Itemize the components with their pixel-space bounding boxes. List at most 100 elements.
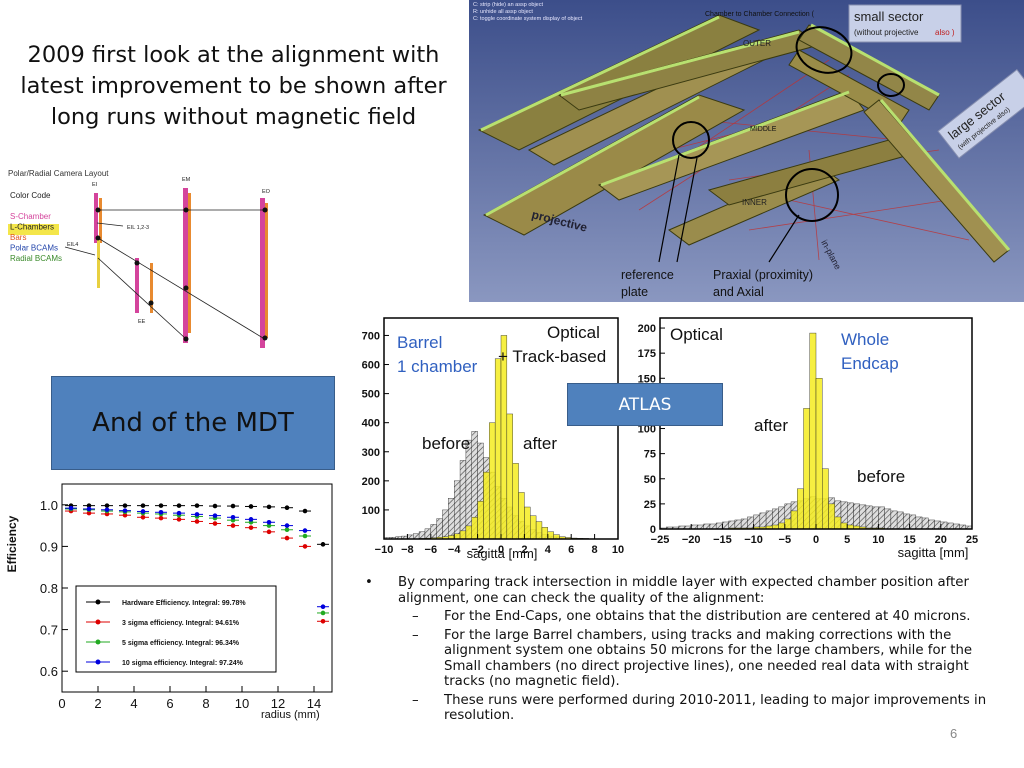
endcap-ytick-label: 175 <box>638 348 656 360</box>
barrel-ytick-label: 700 <box>362 330 380 342</box>
small-sector-note2: also ) <box>935 28 955 37</box>
annotation-eil123: EIL 1,2-3 <box>127 225 149 231</box>
barrel-before-label: before <box>422 434 470 453</box>
endcap-before-label: before <box>857 467 905 486</box>
barrel-bar-after <box>524 506 531 540</box>
efficiency-point <box>266 523 272 528</box>
barrel-bar-before <box>453 480 461 540</box>
efficiency-ytick-label: 0.8 <box>40 581 58 596</box>
efficiency-point <box>68 505 74 511</box>
camera-legend-item: Polar BCAMs <box>10 244 58 253</box>
efficiency-xtick-label: 14 <box>307 696 321 711</box>
barrel-method-1: Optical <box>547 323 600 342</box>
bullet-marker: • <box>365 575 373 590</box>
endcap-xtick-label: 5 <box>844 534 850 546</box>
endcap-xtick-label: −5 <box>779 534 792 546</box>
station-eo: EO <box>262 189 271 195</box>
barrel-bar-after <box>465 525 472 540</box>
camera-layout-title: Polar/Radial Camera Layout <box>8 169 109 178</box>
efficiency-ytick-label: 0.7 <box>40 623 58 638</box>
efficiency-point <box>284 527 290 533</box>
efficiency-point <box>230 523 236 528</box>
efficiency-point <box>212 513 218 518</box>
efficiency-point <box>320 618 326 624</box>
efficiency-point <box>302 544 308 549</box>
efficiency-point <box>320 604 326 610</box>
efficiency-xtick-label: 4 <box>130 696 137 711</box>
bullet-main: • By comparing track intersection in mid… <box>362 575 1012 606</box>
barrel-bar-before <box>413 533 420 540</box>
efficiency-point <box>212 521 218 526</box>
efficiency-point <box>86 506 92 512</box>
bullet-sub-2-text: For the large Barrel chambers, using tra… <box>444 627 973 690</box>
efficiency-point <box>320 610 326 616</box>
efficiency-point <box>266 504 272 510</box>
efficiency-point <box>194 503 200 508</box>
efficiency-point <box>158 515 164 521</box>
endcap-bar-before <box>915 516 923 530</box>
endcap-bar-before <box>928 519 935 530</box>
efficiency-point <box>140 509 146 514</box>
endcap-bar-after <box>784 518 792 530</box>
barrel-label-2: 1 chamber <box>397 357 478 376</box>
atlas-geometry-image: C: strip (hide) an assp object R: unhide… <box>469 0 1024 302</box>
camera-legend-item: L-Chambers <box>10 223 54 232</box>
endcap-ytick-label: 75 <box>644 449 656 461</box>
barrel-bar-after <box>494 358 502 540</box>
efficiency-legend-dot <box>95 659 101 665</box>
endcap-bar-before <box>946 522 954 530</box>
barrel-bar-after <box>477 500 484 540</box>
endcap-xtick-label: −10 <box>744 534 763 546</box>
efficiency-point <box>176 503 182 508</box>
efficiency-point <box>284 505 290 511</box>
atlas-box: ATLAS <box>567 383 723 426</box>
efficiency-point <box>230 514 236 520</box>
endcap-bar-after <box>828 503 835 530</box>
efficiency-point <box>212 503 218 509</box>
barrel-bar-before <box>465 439 472 540</box>
barrel-bar-after <box>530 515 537 540</box>
endcap-bar-before <box>709 523 717 530</box>
barrel-xtick-label: 2 <box>521 544 527 556</box>
barrel-bar-after <box>535 521 543 540</box>
barrel-xtick-label: −10 <box>375 544 394 556</box>
station-ei: EI <box>92 182 98 188</box>
barrel-bar-after <box>518 492 525 540</box>
efficiency-xtick-label: 8 <box>202 696 209 711</box>
endcap-bar-before <box>734 519 742 530</box>
endcap-xtick-label: 10 <box>872 534 884 546</box>
sub-bullet-marker: – <box>412 627 419 643</box>
efficiency-ylabel: Efficiency <box>5 515 19 572</box>
camera-layout-figure: Polar/Radial Camera Layout Color Code S-… <box>5 163 285 358</box>
praxial-line2: and Axial <box>713 285 764 299</box>
endcap-ytick-label: 50 <box>644 474 656 486</box>
efficiency-xlabel: radius (mm) <box>261 709 320 721</box>
mdt-callout-text: And of the MDT <box>92 408 294 438</box>
efficiency-point <box>140 503 146 508</box>
endcap-histogram: 0255075100125150175200−25−20−15−10−50510… <box>630 310 982 562</box>
bullet-sub-3: – These runs were performed during 2010-… <box>362 693 1012 724</box>
efficiency-point <box>284 523 290 528</box>
barrel-bar-after <box>541 527 548 540</box>
efficiency-xtick-label: 12 <box>271 696 285 711</box>
endcap-bar-before <box>759 512 767 530</box>
efficiency-legend-box <box>75 585 277 673</box>
barrel-bar-after <box>547 531 554 540</box>
efficiency-point <box>122 512 128 518</box>
bullet-sub-2: – For the large Barrel chambers, using t… <box>362 628 1012 690</box>
help-line-1: C: strip (hide) an assp object <box>473 2 543 8</box>
efficiency-point <box>158 509 164 515</box>
efficiency-point <box>104 507 110 513</box>
barrel-bar-before <box>436 518 443 540</box>
endcap-bar-after <box>809 332 817 530</box>
efficiency-point <box>104 503 110 508</box>
efficiency-legend-dot <box>95 619 101 625</box>
barrel-ytick-label: 300 <box>362 447 380 459</box>
endcap-bar-before <box>871 506 879 530</box>
endcap-bar-before <box>903 513 910 530</box>
endcap-ytick-label: 0 <box>650 524 656 536</box>
efficiency-xtick-label: 10 <box>235 696 249 711</box>
endcap-bar-after <box>790 510 798 530</box>
endcap-bar-before <box>921 517 929 530</box>
